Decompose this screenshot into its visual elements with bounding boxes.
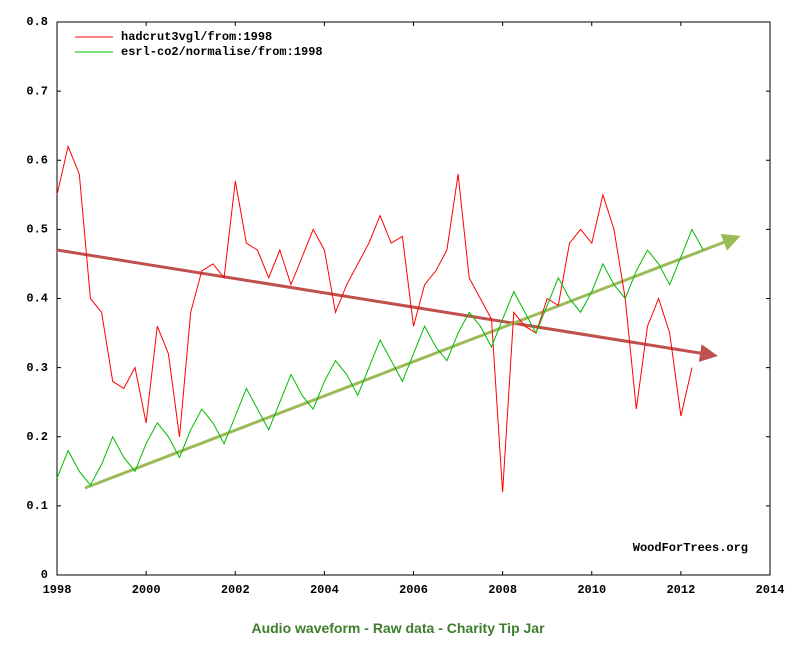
y-tick-label: 0.3	[26, 361, 48, 375]
footer: Audio waveform - Raw data - Charity Tip …	[0, 620, 796, 636]
y-tick-label: 0.6	[26, 153, 48, 167]
trend-arrow	[56, 248, 718, 362]
y-tick-label: 0.8	[26, 15, 48, 29]
x-tick-label: 2008	[488, 583, 517, 597]
series-line	[56, 228, 704, 486]
y-tick-label: 0.7	[26, 84, 48, 98]
footer-separator: -	[364, 620, 369, 636]
x-tick-label: 2002	[221, 583, 250, 597]
x-tick-label: 2004	[310, 583, 339, 597]
x-tick-label: 2014	[756, 583, 785, 597]
x-tick-label: 1998	[43, 583, 72, 597]
footer-link[interactable]: Audio waveform	[251, 620, 361, 636]
x-tick-label: 2012	[666, 583, 695, 597]
watermark: WoodForTrees.org	[633, 541, 748, 555]
y-tick-label: 0.2	[26, 430, 48, 444]
footer-separator: -	[438, 620, 443, 636]
x-tick-label: 2000	[132, 583, 161, 597]
y-tick-label: 0	[41, 568, 48, 582]
footer-link[interactable]: Raw data	[372, 620, 435, 636]
y-tick-label: 0.5	[26, 223, 48, 237]
y-tick-label: 0.1	[26, 499, 48, 513]
chart: 0 0.1 0.2 0.3 0.4 0.5 0.6 0.7 0.8 1998 2000 2002 200…	[26, 15, 785, 597]
x-tick-label: 2006	[399, 583, 428, 597]
series-line	[56, 144, 693, 493]
x-tick-label: 2010	[577, 583, 606, 597]
legend-label: hadcrut3vgl/from:1998	[121, 30, 272, 44]
footer-link[interactable]: Charity Tip Jar	[446, 620, 545, 636]
legend-label: esrl-co2/normalise/from:1998	[121, 45, 323, 59]
y-tick-label: 0.4	[26, 292, 48, 306]
plot-frame	[56, 21, 771, 576]
